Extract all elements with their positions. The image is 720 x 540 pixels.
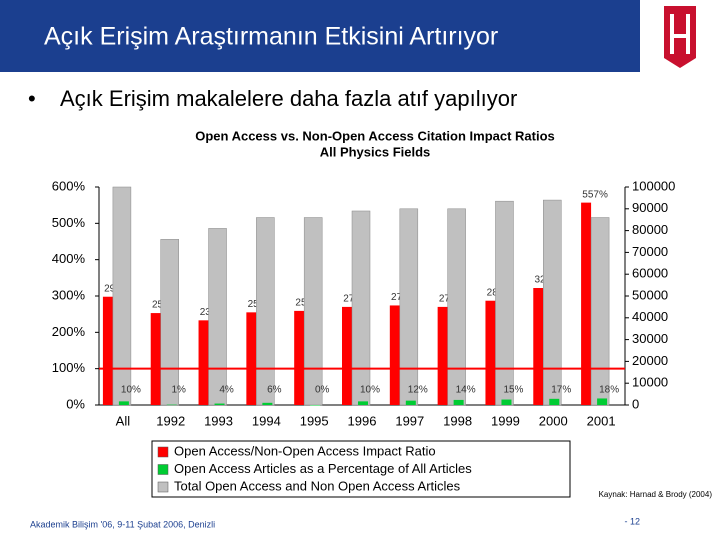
bar: [543, 199, 562, 406]
y2-tick-label: 70000: [632, 244, 668, 259]
bullet-text: Açık Erişim makalelere daha fazla atıf y…: [60, 86, 517, 111]
x-tick-label: 1995: [300, 413, 329, 428]
x-tick-label: 1998: [443, 413, 472, 428]
bar: [495, 200, 514, 406]
bar: [581, 202, 592, 405]
bar: [597, 398, 608, 405]
bar: [294, 310, 305, 405]
bar: [303, 217, 323, 406]
value-label: 557%: [582, 189, 608, 200]
page-number: - 12: [624, 516, 640, 526]
bar: [399, 208, 419, 406]
x-tick-label: 1993: [204, 413, 233, 428]
value-label: 4%: [219, 385, 234, 396]
value-label: 6%: [267, 385, 282, 396]
y2-tick-label: 100000: [632, 178, 675, 193]
bar: [533, 288, 544, 405]
value-label: 18%: [599, 385, 619, 396]
legend-swatch: [157, 446, 169, 458]
footer: Akademik Bilişim '06, 9-11 Şubat 2006, D…: [30, 519, 215, 529]
x-tick-label: 1999: [491, 413, 520, 428]
slide-title: Açık Erişim Araştırmanın Etkisini Artırı…: [44, 23, 498, 51]
legend-swatch: [157, 464, 169, 475]
bar: [256, 217, 275, 406]
y2-tick-label: 30000: [632, 331, 668, 346]
bar: [549, 398, 560, 405]
value-label: 10%: [360, 385, 380, 396]
y2-tick-label: 40000: [632, 309, 668, 324]
legend-label: Total Open Access and Non Open Access Ar…: [174, 478, 461, 493]
chart-title: Open Access vs. Non-Open Access Citation…: [195, 128, 555, 143]
bar: [166, 404, 177, 406]
bar: [437, 306, 448, 405]
y-tick-label: 400%: [52, 251, 86, 266]
bar: [453, 399, 464, 405]
bar: [389, 305, 400, 405]
legend-label: Open Access/Non-Open Access Impact Ratio: [174, 443, 436, 458]
bar: [405, 400, 416, 405]
bar: [590, 217, 610, 406]
x-tick-label: All: [116, 413, 131, 428]
x-tick-label: 2001: [587, 413, 616, 428]
bar: [112, 186, 132, 406]
y-tick-label: 500%: [52, 215, 86, 230]
y-tick-label: 100%: [52, 360, 86, 375]
value-label: 15%: [503, 385, 523, 396]
y2-tick-label: 20000: [632, 353, 668, 368]
bar: [150, 313, 161, 405]
y-tick-label: 600%: [52, 178, 86, 193]
bar: [310, 405, 321, 406]
y2-tick-label: 60000: [632, 266, 668, 281]
source: Kaynak: Harnad & Brody (2004): [599, 490, 713, 499]
x-tick-label: 1994: [252, 413, 281, 428]
bar: [246, 312, 257, 405]
y-tick-label: 200%: [52, 324, 86, 339]
y2-tick-label: 80000: [632, 222, 668, 237]
y2-tick-label: 0: [632, 396, 639, 411]
value-label: 0%: [315, 385, 330, 396]
bar: [342, 306, 352, 405]
bar: [160, 239, 179, 406]
bar: [447, 208, 466, 406]
bullet-dot: •: [28, 86, 36, 111]
value-label: 17%: [551, 385, 571, 396]
y2-tick-label: 10000: [632, 375, 668, 390]
y2-tick-label: 90000: [632, 200, 668, 215]
x-tick-label: 1996: [348, 413, 377, 428]
bar: [485, 300, 496, 405]
bar: [198, 320, 209, 405]
value-label: 10%: [121, 385, 141, 396]
bar: [358, 401, 368, 405]
bar: [262, 402, 273, 405]
y-tick-label: 300%: [52, 287, 86, 302]
legend-swatch: [157, 481, 169, 493]
x-tick-label: 1997: [395, 413, 424, 428]
bar: [501, 399, 512, 405]
x-tick-label: 1992: [156, 413, 185, 428]
legend-box: [151, 440, 571, 498]
y2-tick-label: 50000: [632, 287, 668, 302]
x-tick-label: 2000: [539, 413, 568, 428]
y-tick-label: 0%: [66, 396, 85, 411]
value-label: 1%: [172, 385, 187, 396]
chart-subtitle: All Physics Fields: [320, 144, 431, 159]
bar: [351, 210, 371, 406]
bar: [118, 401, 129, 405]
value-label: 14%: [456, 385, 476, 396]
legend-label: Open Access Articles as a Percentage of …: [174, 461, 472, 476]
bar: [102, 296, 113, 405]
bar: [214, 403, 225, 405]
bar: [208, 228, 227, 406]
logo-mark: [670, 14, 690, 54]
value-label: 12%: [408, 385, 428, 396]
title-bar: [0, 0, 720, 72]
